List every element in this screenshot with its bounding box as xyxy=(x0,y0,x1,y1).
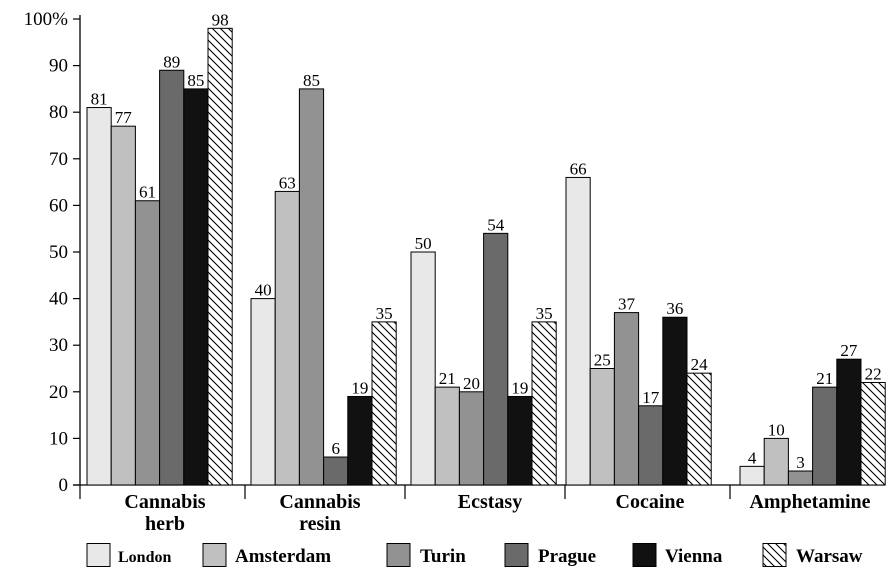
bar-vienna-cannabis-resin xyxy=(347,395,373,486)
legend-swatch-london xyxy=(86,543,111,567)
y-tick-label: 70 xyxy=(49,149,68,170)
data-label: 27 xyxy=(840,341,858,360)
bar-london-cannabis-herb xyxy=(86,107,112,486)
legend-swatch-vienna xyxy=(632,543,657,567)
x-tick-label: resin xyxy=(299,513,341,535)
data-label: 50 xyxy=(415,234,432,253)
bar-warsaw-cannabis-herb xyxy=(207,27,233,486)
legend-swatch-prague xyxy=(504,543,529,567)
legend: London Amsterdam Turin Prague Vienna Warsaw xyxy=(86,543,863,567)
legend-label-amsterdam: Amsterdam xyxy=(235,546,331,567)
data-label: 4 xyxy=(748,448,757,467)
legend-label-turin: Turin xyxy=(420,546,466,567)
bars xyxy=(86,27,886,486)
data-label: 35 xyxy=(376,304,393,323)
bar-vienna-ecstasy xyxy=(507,395,533,486)
data-label: 35 xyxy=(536,304,553,323)
bar-warsaw-amphetamine xyxy=(860,381,886,486)
x-tick-label: Cannabis xyxy=(124,491,205,513)
data-label: 24 xyxy=(691,355,709,374)
bar-vienna-amphetamine xyxy=(836,358,862,486)
bar-london-cannabis-resin xyxy=(250,298,276,486)
legend-label-prague: Prague xyxy=(538,546,596,567)
data-label: 85 xyxy=(187,71,204,90)
legend-label-warsaw: Warsaw xyxy=(796,546,863,567)
bar-amsterdam-cannabis-resin xyxy=(274,190,300,486)
data-label: 22 xyxy=(865,364,882,383)
data-label: 54 xyxy=(487,215,505,234)
bar-turin-amphetamine xyxy=(787,470,814,486)
y-tick-label: 60 xyxy=(49,195,68,216)
data-label: 61 xyxy=(139,183,156,202)
y-tick-label: 0 xyxy=(59,475,69,496)
y-tick-label: 90 xyxy=(49,56,68,77)
bar-prague-ecstasy xyxy=(483,232,509,486)
y-tick-label: 30 xyxy=(49,335,68,356)
data-label: 85 xyxy=(303,71,320,90)
legend-swatch-turin xyxy=(386,543,411,567)
data-label: 36 xyxy=(666,299,683,318)
x-tick-label: Cannabis xyxy=(279,491,360,513)
bar-prague-cocaine xyxy=(638,405,664,486)
data-label: 81 xyxy=(91,90,108,109)
bar-london-cocaine xyxy=(565,176,591,486)
bar-turin-cannabis-resin xyxy=(298,88,325,486)
y-tick-label: 40 xyxy=(49,289,68,310)
x-tick-label: herb xyxy=(145,513,185,535)
data-label: 3 xyxy=(796,453,805,472)
data-label: 89 xyxy=(163,52,180,71)
x-tick-label: Ecstasy xyxy=(458,491,522,513)
bar-amsterdam-cocaine xyxy=(589,368,615,486)
data-label: 21 xyxy=(439,369,456,388)
y-tick-label: 20 xyxy=(49,382,68,403)
data-label: 25 xyxy=(594,351,611,370)
bar-turin-cocaine xyxy=(613,312,640,486)
data-label: 10 xyxy=(768,420,785,439)
data-label: 98 xyxy=(212,10,229,29)
data-label: 63 xyxy=(279,173,296,192)
data-label: 37 xyxy=(618,295,636,314)
bar-prague-cannabis-resin xyxy=(323,456,349,486)
y-tick-label: 10 xyxy=(49,428,68,449)
bar-london-amphetamine xyxy=(739,465,765,486)
bar-vienna-cocaine xyxy=(662,316,688,486)
y-tick-label: 100% xyxy=(24,9,69,30)
data-labels: 81 40 50 66 4 77 63 21 25 10 61 85 20 37 3 89 6 54 17 21 85 1… xyxy=(91,10,882,472)
data-label: 40 xyxy=(255,281,272,300)
data-label: 19 xyxy=(511,378,528,397)
axes: 0102030405060708090100%CannabisherbCanna… xyxy=(24,9,885,535)
data-label: 66 xyxy=(570,159,587,178)
bar-prague-cannabis-herb xyxy=(159,69,185,486)
data-label: 19 xyxy=(351,378,368,397)
data-label: 17 xyxy=(642,388,660,407)
x-tick-label: Cocaine xyxy=(616,491,685,513)
bar-amsterdam-ecstasy xyxy=(434,386,460,486)
bar-turin-ecstasy xyxy=(458,391,485,486)
data-label: 6 xyxy=(331,439,340,458)
data-label: 20 xyxy=(463,374,480,393)
bar-vienna-cannabis-herb xyxy=(183,88,209,486)
bar-amsterdam-cannabis-herb xyxy=(110,125,136,486)
legend-label-london: London xyxy=(118,549,171,566)
y-tick-label: 80 xyxy=(49,102,68,123)
bar-london-ecstasy xyxy=(410,251,436,486)
bar-turin-cannabis-herb xyxy=(134,200,161,486)
legend-label-vienna: Vienna xyxy=(665,546,723,567)
y-tick-label: 50 xyxy=(49,242,68,263)
bar-warsaw-ecstasy xyxy=(531,321,557,486)
x-tick-label: Amphetamine xyxy=(749,491,870,513)
legend-swatch-amsterdam xyxy=(202,543,227,567)
legend-swatch-warsaw xyxy=(762,543,787,567)
bar-prague-amphetamine xyxy=(812,386,838,486)
data-label: 77 xyxy=(115,108,133,127)
bar-warsaw-cannabis-resin xyxy=(371,321,397,486)
bar-warsaw-cocaine xyxy=(686,372,712,486)
data-label: 21 xyxy=(816,369,833,388)
bar-amsterdam-amphetamine xyxy=(763,437,789,486)
